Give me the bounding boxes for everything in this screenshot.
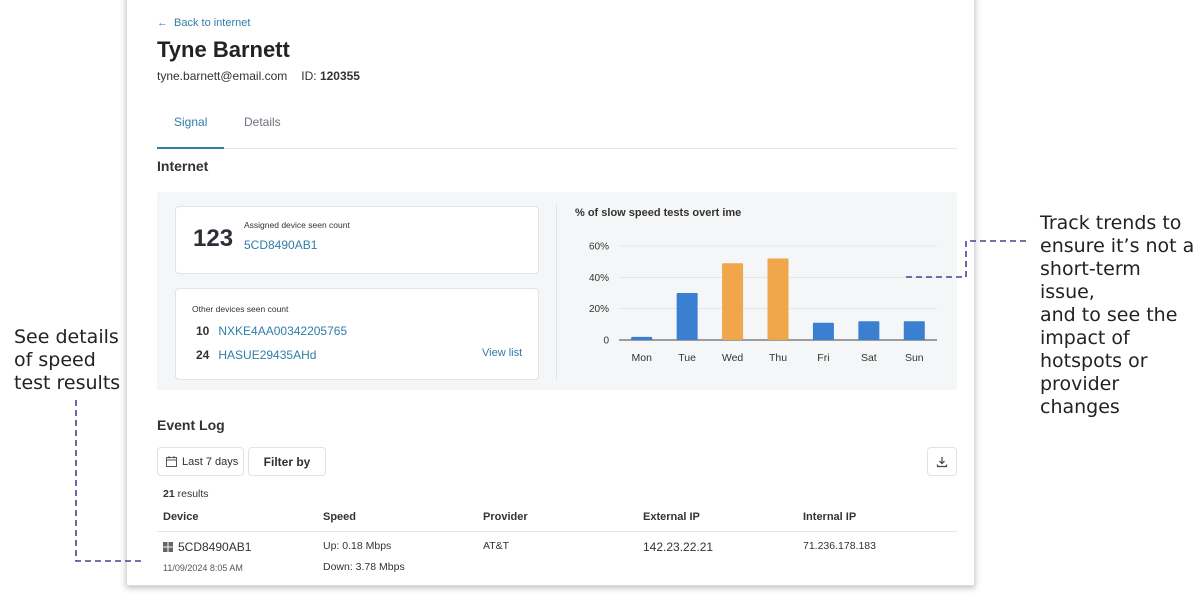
date-range-button[interactable]: Last 7 days	[157, 447, 244, 476]
tab-signal[interactable]: Signal	[157, 115, 225, 149]
x-tick-label: Thu	[769, 352, 787, 364]
x-tick-label: Mon	[631, 352, 652, 364]
other-devices-label: Other devices seen count	[192, 304, 289, 314]
bar-wed[interactable]	[722, 263, 744, 340]
x-tick-label: Wed	[722, 352, 744, 364]
filter-button[interactable]: Filter by	[248, 447, 326, 476]
user-id-label: ID:	[301, 69, 317, 83]
calendar-icon	[166, 456, 177, 467]
internal-ip: 71.236.178.183	[803, 540, 876, 552]
bar-fri[interactable]	[812, 322, 834, 340]
device-name: 5CD8490AB1	[178, 540, 252, 554]
user-meta: tyne.barnett@email.com ID: 120355	[157, 69, 360, 83]
bar-mon[interactable]	[631, 336, 653, 340]
back-link[interactable]: ← Back to internet	[157, 17, 250, 29]
user-id: ID: 120355	[301, 69, 360, 83]
assigned-device-link[interactable]: 5CD8490AB1	[244, 238, 318, 252]
annotation-right: Track trends to ensure it’s not a short-…	[1040, 212, 1200, 419]
user-detail-card: ← Back to internet Tyne Barnett tyne.bar…	[126, 0, 975, 586]
x-tick-label: Sun	[905, 352, 924, 364]
event-log-title: Event Log	[157, 417, 225, 433]
assigned-label: Assigned device seen count	[244, 220, 350, 230]
annotation-line: test results	[14, 372, 121, 394]
bar-sun[interactable]	[903, 321, 925, 340]
annotation-line: ensure it’s not a	[1040, 235, 1195, 257]
view-list-link[interactable]: View list	[482, 347, 523, 359]
chart-title: % of slow speed tests overt ime	[575, 207, 742, 219]
page-title: Tyne Barnett	[157, 37, 290, 62]
column-header-internal-ip[interactable]: Internal IP	[803, 511, 857, 523]
other-device-link[interactable]: HASUE29435AHd	[218, 348, 317, 362]
y-tick-label: 60%	[589, 242, 609, 253]
results-count: 21 results	[163, 488, 209, 500]
bar-thu[interactable]	[767, 258, 789, 340]
date-range-label: Last 7 days	[182, 455, 239, 468]
list-item: 24 HASUE29435AHd	[196, 348, 316, 362]
annotation-line: of speed	[14, 349, 96, 371]
provider: AT&T	[483, 540, 510, 552]
assigned-count: 123	[193, 225, 234, 252]
event-timestamp: 11/09/2024 8:05 AM	[163, 563, 243, 573]
slow-speed-chart: 0 20% 40% 60% Mon Tue Wed Thu Fri Sat Sun	[589, 242, 937, 364]
arrow-left-icon: ←	[157, 17, 168, 29]
internet-panel: 123 Assigned device seen count 5CD8490AB…	[157, 192, 957, 390]
annotation-line: hotspots or	[1040, 350, 1148, 372]
annotation-line: Track trends to	[1040, 212, 1182, 234]
speed-up: Up: 0.18 Mbps	[323, 540, 392, 552]
column-header-external-ip[interactable]: External IP	[643, 511, 700, 523]
internet-section-title: Internet	[157, 158, 209, 174]
assigned-device-card: 123 Assigned device seen count 5CD8490AB…	[175, 206, 539, 274]
tab-bar: Signal Details	[157, 115, 957, 149]
annotation-left: See details of speed test results	[14, 326, 120, 395]
results-number: 21	[163, 488, 175, 500]
other-device-count: 24	[196, 348, 210, 362]
other-device-count: 10	[196, 324, 210, 338]
x-tick-label: Sat	[861, 352, 877, 364]
panel-divider	[556, 204, 557, 380]
annotation-line: impact of	[1040, 327, 1130, 349]
y-tick-label: 0	[603, 336, 609, 347]
user-email: tyne.barnett@email.com	[157, 69, 288, 83]
column-header-device[interactable]: Device	[163, 511, 199, 523]
list-item: 10 NXKE4AA00342205765	[196, 324, 347, 338]
download-icon	[936, 456, 948, 467]
y-tick-label: 20%	[589, 304, 609, 315]
user-id-value: 120355	[319, 69, 360, 83]
x-tick-label: Fri	[817, 352, 829, 364]
column-header-speed[interactable]: Speed	[323, 511, 357, 523]
y-tick-label: 40%	[589, 273, 609, 284]
speed-down: Down: 3.78 Mbps	[323, 561, 405, 573]
annotation-line: short-term issue,	[1040, 258, 1141, 303]
back-link-label: Back to internet	[174, 17, 251, 29]
annotation-line: and to see the	[1040, 304, 1178, 326]
annotation-connector-left	[75, 400, 145, 562]
annotation-connector-right	[906, 240, 1026, 278]
other-devices-card: Other devices seen count 10 NXKE4AA00342…	[175, 288, 539, 380]
annotation-line: changes	[1040, 396, 1120, 418]
windows-icon	[163, 542, 173, 552]
annotation-line: See details	[14, 326, 119, 348]
table-header-divider	[157, 531, 957, 532]
x-tick-label: Tue	[678, 352, 696, 364]
bar-sat[interactable]	[858, 321, 880, 340]
tab-details[interactable]: Details	[244, 115, 281, 129]
annotation-line: provider	[1040, 373, 1120, 395]
table-row-device[interactable]: 5CD8490AB1	[163, 540, 251, 554]
download-button[interactable]	[927, 447, 957, 476]
results-label: results	[177, 488, 209, 500]
bar-tue[interactable]	[676, 293, 698, 340]
external-ip: 142.23.22.21	[643, 540, 714, 554]
other-device-link[interactable]: NXKE4AA00342205765	[218, 324, 348, 338]
column-header-provider[interactable]: Provider	[483, 511, 528, 523]
